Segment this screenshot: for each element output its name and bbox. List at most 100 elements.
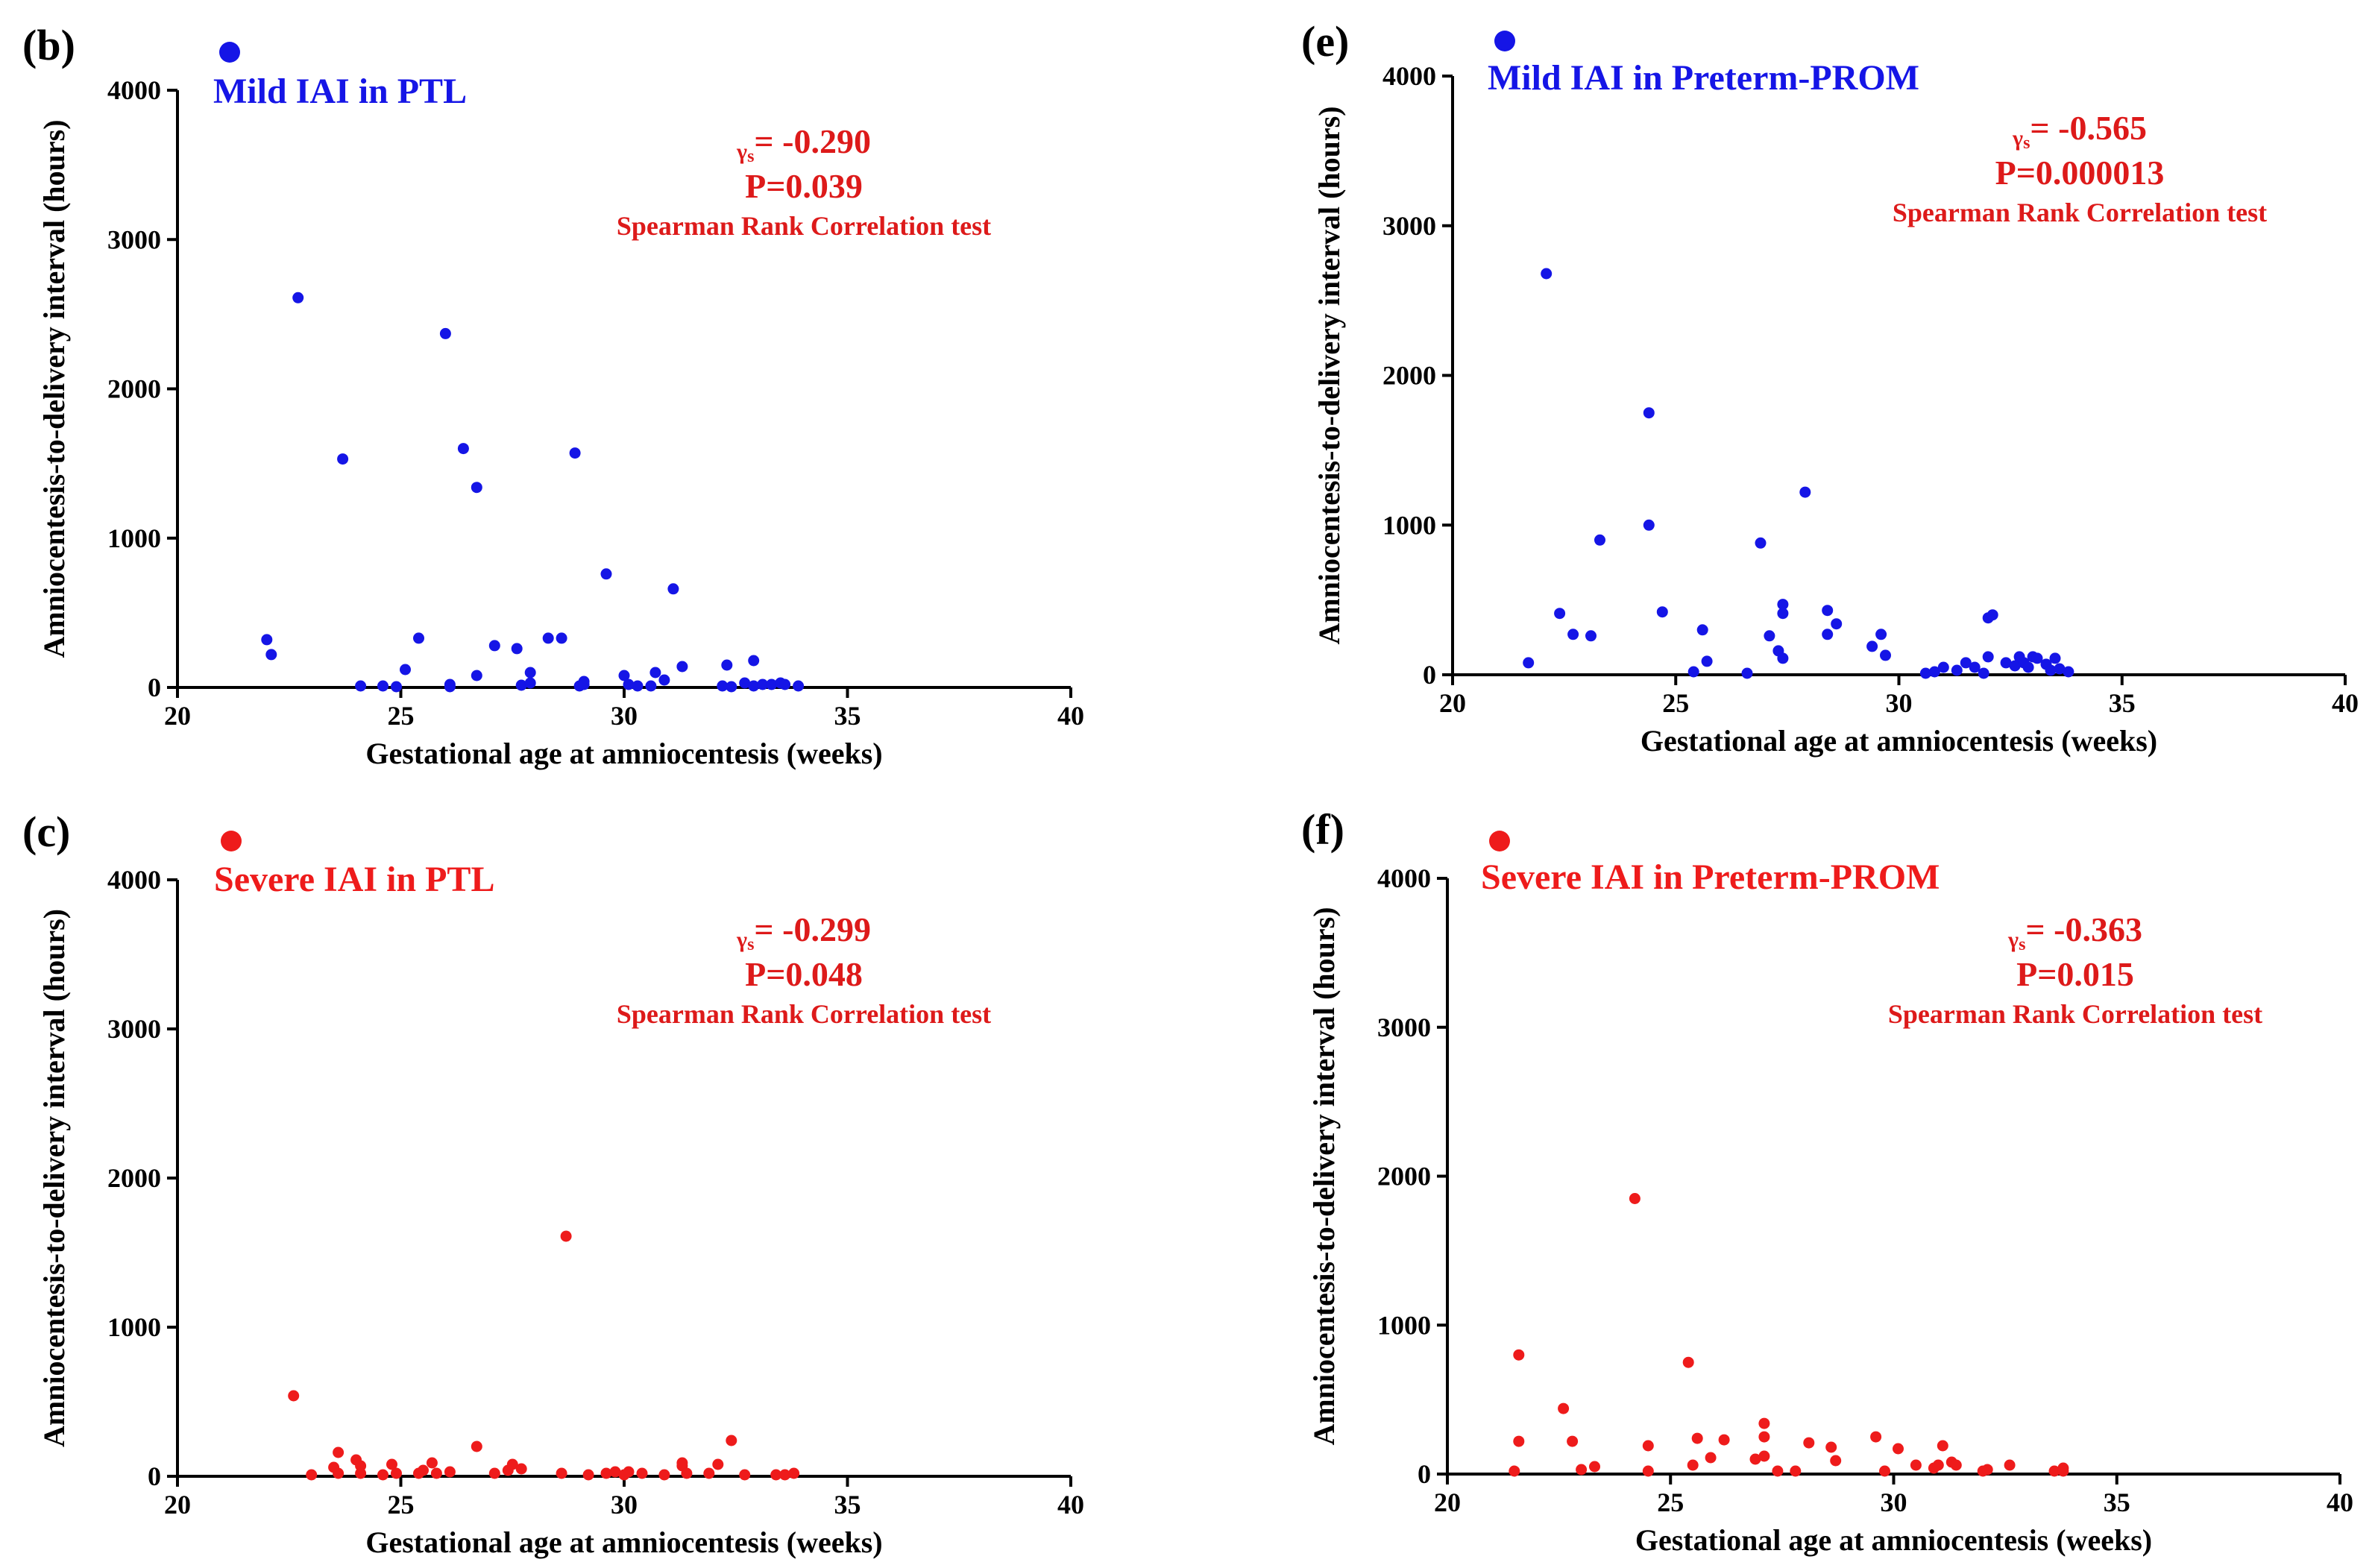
spearman-rho: γs= -0.565 [2012,109,2147,153]
data-point [542,632,554,644]
data-point [578,678,590,690]
data-point [757,678,769,690]
data-point [1978,667,1989,679]
data-point [1919,667,1931,679]
p-value: P=0.039 [745,167,863,205]
y-tick-label: 1000 [107,523,161,553]
data-point [1749,1453,1761,1465]
data-point [1642,1465,1654,1477]
x-axis-title: Gestational age at amniocentesis (weeks) [365,1526,882,1559]
data-point [1523,657,1535,669]
panel-label: (e) [1301,17,1349,66]
data-point [1772,1465,1784,1477]
rho-subscript: s [2023,133,2030,153]
data-point [1705,1452,1717,1464]
x-tick-label: 30 [1886,688,1913,718]
data-point [1594,534,1605,546]
data-point [556,1467,567,1479]
data-point [355,1467,367,1479]
data-point [457,443,469,455]
data-point [779,1469,791,1481]
data-point [1509,1465,1520,1477]
data-point [1803,1437,1815,1449]
data-point [1758,1431,1770,1443]
data-point [471,1441,482,1452]
data-point [1741,667,1753,679]
data-point [471,670,482,681]
data-point [1656,606,1668,618]
p-value: P=0.015 [2016,955,2134,993]
data-point [2048,1465,2060,1477]
data-point [386,1458,397,1470]
rho-symbol: γ [736,139,747,164]
y-tick-label: 4000 [1382,61,1436,91]
data-point [288,1390,300,1402]
data-point [600,1467,612,1479]
data-point [1822,605,1834,617]
y-tick-label: 3000 [107,224,161,254]
x-tick-label: 40 [2332,688,2359,718]
test-name: Spearman Rank Correlation test [1888,999,2262,1029]
y-axis-title: Amniocentesis-to-delivery interval (hour… [1312,106,1346,644]
data-point [1764,630,1775,642]
data-point [377,680,389,692]
data-point [770,1469,782,1481]
data-point [721,659,733,671]
data-point [261,634,273,646]
x-tick-label: 30 [611,1490,638,1520]
data-point [1880,649,1891,661]
data-point [439,327,451,339]
data-point [2004,1459,2016,1471]
rho-symbol: γ [736,928,747,952]
data-point [676,661,688,673]
data-point [717,680,729,692]
x-tick-label: 40 [1057,1490,1084,1520]
scatter-panel-b: (b) Mild IAI in PTL 20 25 30 35 40 0 1000 2000 300… [22,21,1084,770]
data-point [2045,664,2057,676]
data-point [1567,1435,1579,1447]
y-tick-label: 2000 [1382,361,1436,391]
panel-title: Mild IAI in Preterm-PROM [1488,58,1919,98]
panel-title: Mild IAI in PTL [213,72,467,111]
y-axis-title: Amniocentesis-to-delivery interval (hour… [37,909,71,1447]
data-point [1875,629,1887,640]
scatter-panel-e: (e) Mild IAI in Preterm-PROM 20 25 30 35 40 0 10… [1301,17,2359,758]
data-point [426,1457,438,1469]
y-tick-label: 3000 [1382,211,1436,241]
spearman-rho: γs= -0.299 [736,910,871,954]
data-point [1558,1402,1570,1414]
data-point [1951,664,1963,676]
x-tick-label: 40 [1057,701,1084,731]
data-point [748,680,760,692]
data-point [2000,657,2012,669]
data-point [413,632,424,644]
x-tick-label: 35 [834,701,861,731]
data-point [515,1463,527,1475]
data-point [582,1469,594,1481]
data-point [1567,629,1579,640]
x-tick-label: 20 [1434,1487,1461,1517]
test-name: Spearman Rank Correlation test [617,211,991,241]
data-point [1799,486,1811,498]
data-point [1718,1434,1730,1446]
legend-marker-icon [221,831,242,851]
legend-marker-icon [1489,831,1510,851]
x-tick-label: 30 [1881,1487,1907,1517]
data-point [2054,663,2066,675]
rho-subscript: s [2019,935,2025,954]
panel-label: (c) [22,807,70,856]
data-point [1541,268,1553,280]
test-name: Spearman Rank Correlation test [617,999,991,1029]
data-point [649,667,661,678]
x-tick-label: 20 [164,701,191,731]
y-axis-title: Amniocentesis-to-delivery interval (hour… [37,119,71,658]
data-point [1937,1440,1948,1452]
data-point [1585,630,1597,642]
data-point [1777,652,1789,664]
data-point [1643,519,1655,531]
x-tick-label: 20 [1439,688,1466,718]
data-point [377,1469,389,1481]
rho-value: = -0.299 [754,910,871,948]
